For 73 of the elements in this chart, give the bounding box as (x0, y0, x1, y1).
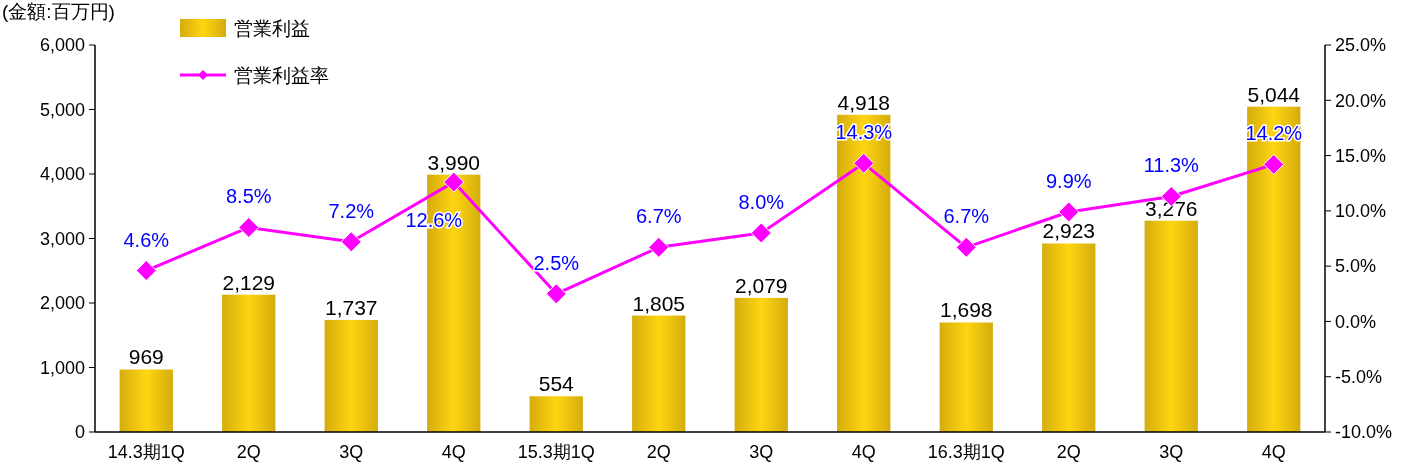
x-tick-label: 2Q (236, 442, 261, 462)
bar (1042, 243, 1096, 432)
data-label: 9.9% (1045, 169, 1092, 192)
y-tick-label: 5,000 (39, 99, 85, 120)
x-tick-label: 15.3期1Q (517, 442, 595, 462)
bar (119, 369, 173, 432)
y2-tick-label: -10.0% (1335, 422, 1393, 443)
y-tick-label: 3,000 (39, 228, 85, 249)
bar (1144, 220, 1198, 432)
y2-tick-label: 0.0% (1335, 311, 1377, 332)
x-tick-label: 2Q (1056, 442, 1081, 462)
x-tick-label: 4Q (1261, 442, 1286, 462)
data-label: 969 (128, 345, 164, 369)
y2-tick-label: 25.0% (1335, 35, 1387, 56)
point (955, 236, 977, 258)
bar (939, 322, 993, 432)
point (1263, 153, 1285, 175)
x-tick-label: 2Q (646, 442, 671, 462)
x-tick-label: 4Q (851, 442, 876, 462)
point (238, 216, 260, 238)
data-label: 2.5% (533, 251, 580, 274)
point (443, 171, 465, 193)
point (750, 222, 772, 244)
point (340, 231, 362, 253)
data-label: 4,918 (837, 90, 891, 114)
point (648, 236, 670, 258)
data-label: 2,129 (222, 270, 276, 294)
x-tick-label: 3Q (1159, 442, 1184, 462)
data-label: 3,276 (1144, 196, 1198, 220)
y2-tick-label: 20.0% (1335, 90, 1387, 111)
data-label: 1,698 (939, 298, 993, 322)
x-tick-label: 4Q (441, 442, 466, 462)
x-tick-label: 3Q (339, 442, 364, 462)
x-tick-label: 3Q (749, 442, 774, 462)
legend-label: 営業利益 (234, 17, 310, 39)
data-label: 6.7% (943, 205, 990, 228)
y-tick-label: 0 (74, 422, 85, 443)
y2-tick-label: -5.0% (1335, 367, 1383, 388)
bar (837, 114, 891, 432)
legend-label: 営業利益率 (234, 64, 329, 86)
data-label: 8.5% (225, 185, 272, 208)
y-axis-title: (金額:百万円) (2, 1, 115, 22)
data-label: 2,079 (734, 273, 788, 297)
data-label: 8.0% (738, 190, 785, 213)
data-label: 7.2% (328, 199, 375, 222)
data-label: 11.3% (1143, 154, 1200, 177)
data-label: 6.7% (635, 205, 682, 228)
y-tick-label: 1,000 (39, 357, 85, 378)
data-label: 5,044 (1247, 82, 1301, 106)
point (135, 260, 157, 282)
bar (734, 297, 788, 432)
x-tick-label: 16.3期1Q (927, 442, 1005, 462)
point (853, 152, 875, 174)
bar (1247, 106, 1301, 432)
bar (529, 396, 583, 432)
data-label: 1,805 (632, 291, 686, 315)
point (545, 283, 567, 305)
y2-tick-label: 10.0% (1335, 201, 1387, 222)
data-label: 2,923 (1042, 219, 1096, 243)
bar (632, 315, 686, 432)
bar (222, 294, 276, 432)
bar (324, 319, 378, 432)
y-tick-label: 2,000 (39, 293, 85, 314)
point (1058, 201, 1080, 223)
data-label: 554 (538, 372, 575, 396)
data-label: 3,990 (427, 150, 481, 174)
y-tick-label: 6,000 (39, 35, 85, 56)
y-tick-label: 4,000 (39, 164, 85, 185)
y2-tick-label: 15.0% (1335, 145, 1387, 166)
y2-tick-label: 5.0% (1335, 256, 1377, 277)
data-label: 1,737 (324, 295, 378, 319)
x-tick-label: 14.3期1Q (107, 442, 185, 462)
data-label: 4.6% (123, 228, 170, 251)
